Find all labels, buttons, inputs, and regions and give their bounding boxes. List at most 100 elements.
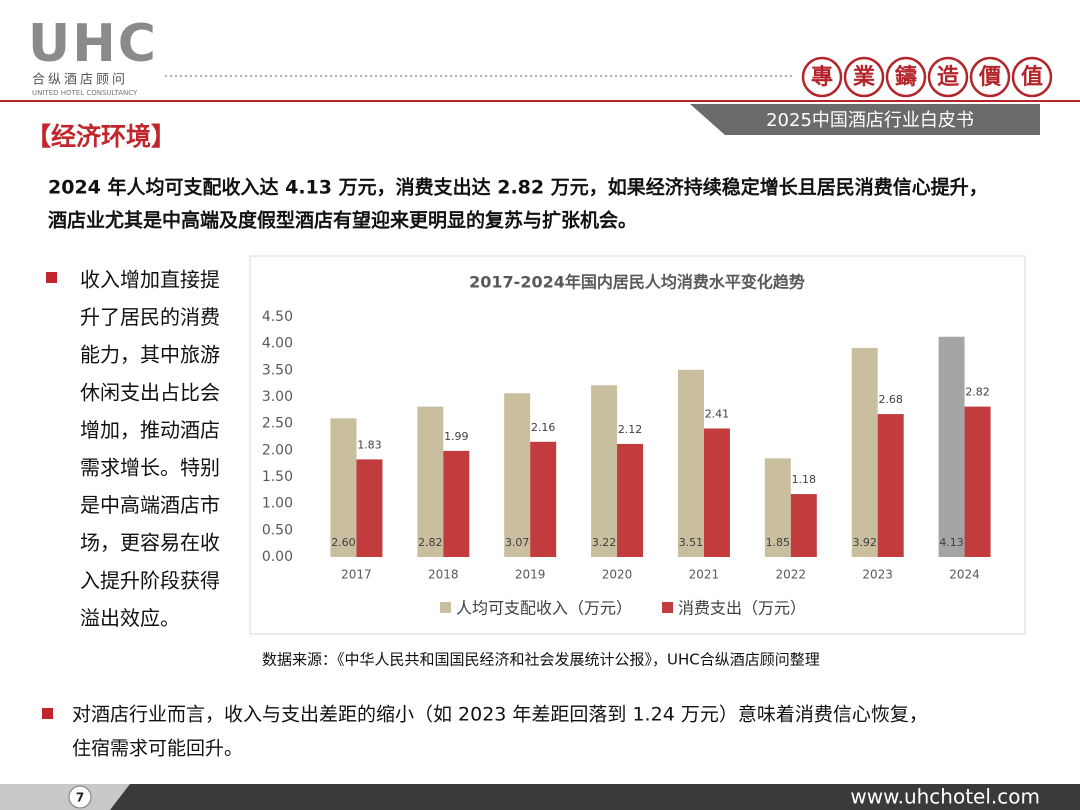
bar [356,459,383,557]
motto-char: 價 [978,65,1002,90]
x-tick-label: 2024 [949,568,980,582]
motto-circle [969,56,1011,98]
y-tick-label: 1.00 [262,496,293,512]
x-tick-label: 2023 [862,568,893,582]
data-label: 2.68 [878,393,903,406]
bar [617,443,644,557]
legend-swatch [440,602,451,613]
data-label: 2.60 [331,536,356,549]
bullet-line: 入提升阶段获得 [80,568,220,592]
data-label: 1.99 [444,430,469,443]
bar [851,347,878,557]
bar [703,428,730,557]
bar [443,450,470,557]
x-tick-label: 2018 [428,568,459,582]
data-label: 1.85 [766,536,791,549]
bullet-line: 是中高端酒店市 [80,493,220,517]
motto-char: 造 [937,65,959,90]
x-tick-label: 2022 [776,568,807,582]
y-tick-label: 4.50 [262,309,293,325]
bullet-line: 休闲支出占比会 [80,380,220,404]
y-tick-label: 1.50 [262,469,293,485]
page-number: 7 [76,791,84,805]
motto: 專業鑄造價值 [801,56,1053,98]
motto-circle [927,56,969,98]
motto-char: 專 [811,64,833,90]
data-label: 1.18 [792,473,817,486]
y-tick-label: 4.00 [262,336,293,352]
summary-line: 酒店业尤其是中高端及度假型酒店有望迎来更明显的复苏与扩张机会。 [48,209,637,232]
page-badge [68,785,92,809]
y-tick-label: 2.50 [262,416,293,432]
bar [964,406,991,557]
footer-accent [0,784,130,810]
bar [877,414,904,557]
y-tick-label: 3.00 [262,389,293,405]
motto-char: 值 [1021,64,1043,90]
bar [764,458,791,557]
bullet-text: 对酒店行业而言，收入与支出差距的缩小（如 2023 年差距回落到 1.24 万元… [72,704,928,726]
bar [504,393,531,557]
x-tick-label: 2021 [689,568,720,582]
report-band [690,104,1040,135]
data-label: 3.51 [679,536,704,549]
motto-circle [801,56,843,98]
data-label: 2.82 [965,386,990,399]
bar [330,418,357,557]
data-label: 3.22 [592,536,617,549]
bullet-square [42,708,53,719]
website: www.uhchotel.com [850,785,1040,809]
motto-circle [885,56,927,98]
logo: UHC [28,14,158,74]
x-tick-label: 2019 [515,568,546,582]
data-label: 2.82 [418,536,443,549]
bar [790,494,817,557]
motto-char: 鑄 [894,64,917,90]
x-tick-label: 2020 [602,568,633,582]
report-title: 2025中国酒店行业白皮书 [766,110,974,131]
bullet-text: 收入增加直接提升了居民的消费能力，其中旅游休闲支出占比会增加，推动酒店需求增长。… [80,268,220,630]
bullet-text: 住宿需求可能回升。 [72,738,243,760]
chart: 0.00 0.50 1.00 1.50 2.00 2.50 3.00 3.50 4.00 4.50… [262,309,991,618]
data-label: 4.13 [939,536,964,549]
logo-cn: 合纵酒店顾问 [32,73,128,88]
bullet-line: 溢出效应。 [80,606,180,630]
data-label: 3.92 [852,536,877,549]
source-note: 数据来源：《中华人民共和国国民经济和社会发展统计公报》，UHC合纵酒店顾问整理 [262,651,820,669]
y-tick-label: 0.50 [262,522,293,538]
bar [530,441,557,557]
y-tick-label: 0.00 [262,549,293,565]
legend-label: 人均可支配收入（万元） [456,599,632,618]
motto-circle [843,56,885,98]
bullet-line: 能力，其中旅游 [80,343,220,367]
bullet-line: 场，更容易在收 [80,531,220,555]
summary-line: 2024 年人均可支配收入达 4.13 万元，消费支出达 2.82 万元，如果经… [48,176,988,199]
bar [591,385,618,557]
bullet-square [46,272,57,283]
x-tick-label: 2017 [341,568,372,582]
y-tick-label: 2.00 [262,442,293,458]
motto-circle [1011,56,1053,98]
data-label: 2.41 [705,407,730,420]
data-label: 3.07 [505,536,530,549]
data-label: 2.12 [618,423,643,436]
data-label: 2.16 [531,421,556,434]
y-tick-label: 3.50 [262,362,293,378]
logo-en: UNITED HOTEL CONSULTANCY [32,89,138,97]
bar [938,336,965,557]
legend-swatch [662,602,674,613]
legend-label: 消费支出（万元） [678,599,806,618]
bullet-line: 增加，推动酒店 [80,418,220,442]
motto-char: 業 [853,65,876,90]
footer-band [0,784,1080,810]
data-label: 1.83 [357,438,382,451]
section-title: 【经济环境】 [26,122,176,151]
bar [677,369,704,557]
bullet-line: 需求增长。特别 [80,456,220,480]
bullet-line: 收入增加直接提 [80,268,220,292]
bullet-line: 升了居民的消费 [80,305,220,329]
chart-title: 2017-2024年国内居民人均消费水平变化趋势 [469,273,805,292]
bar [417,406,444,557]
